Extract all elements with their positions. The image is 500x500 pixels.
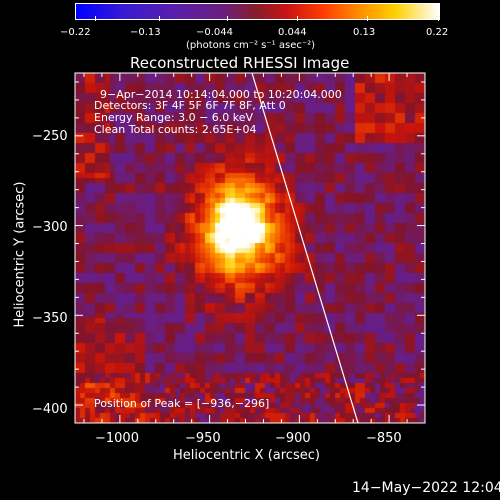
rhessi-heatmap [75, 73, 425, 423]
annotation-peak-position: Position of Peak = [−936,−296] [94, 397, 270, 410]
colorbar-tick-label-4: 0.13 [353, 27, 376, 38]
colorbar [75, 3, 440, 20]
y-tick-label-2: −350 [32, 311, 68, 326]
rhessi-image-plot [75, 73, 425, 423]
colorbar-tick-label-5: 0.22 [426, 27, 449, 38]
solar-limb-line [251, 72, 359, 424]
x-axis-label: Heliocentric X (arcsec) [173, 448, 320, 463]
colorbar-tick-mark [159, 16, 160, 21]
y-tick-label-0: −250 [32, 129, 68, 144]
colorbar-tick-label-2: −0.044 [196, 27, 234, 38]
annotation-energy: Energy Range: 3.0 − 6.0 keV [94, 111, 254, 124]
colorbar-unit-label: (photons cm⁻² s⁻¹ asec⁻²) [186, 40, 316, 51]
footer-timestamp: 14−May−2022 12:04 [352, 480, 500, 496]
colorbar-tick-mark [367, 16, 368, 21]
colorbar-tick-mark [438, 16, 439, 21]
x-tick-label-0: −1000 [95, 431, 139, 446]
annotation-time-range: 9−Apr−2014 10:14:04.000 to 10:20:04.000 [100, 88, 342, 101]
colorbar-tick-label-3: 0.044 [278, 27, 307, 38]
x-tick-label-3: −850 [366, 431, 402, 446]
colorbar-tick-mark [95, 16, 96, 21]
annotation-clean: Clean Total counts: 2.65E+04 [94, 123, 257, 136]
image-title: Reconstructed RHESSI Image [130, 54, 350, 72]
y-axis-label: Heliocentric Y (arcsec) [12, 181, 28, 328]
colorbar-tick-label-0: −0.22 [60, 27, 91, 38]
y-tick-label-1: −300 [32, 220, 68, 235]
colorbar-tick-mark [227, 16, 228, 21]
colorbar-tick-mark [297, 16, 298, 21]
x-tick-label-1: −950 [185, 431, 221, 446]
x-tick-label-2: −900 [275, 431, 311, 446]
y-tick-label-3: −400 [32, 402, 68, 417]
annotation-detectors: Detectors: 3F 4F 5F 6F 7F 8F, Att 0 [94, 99, 286, 112]
colorbar-tick-label-1: −0.13 [130, 27, 161, 38]
